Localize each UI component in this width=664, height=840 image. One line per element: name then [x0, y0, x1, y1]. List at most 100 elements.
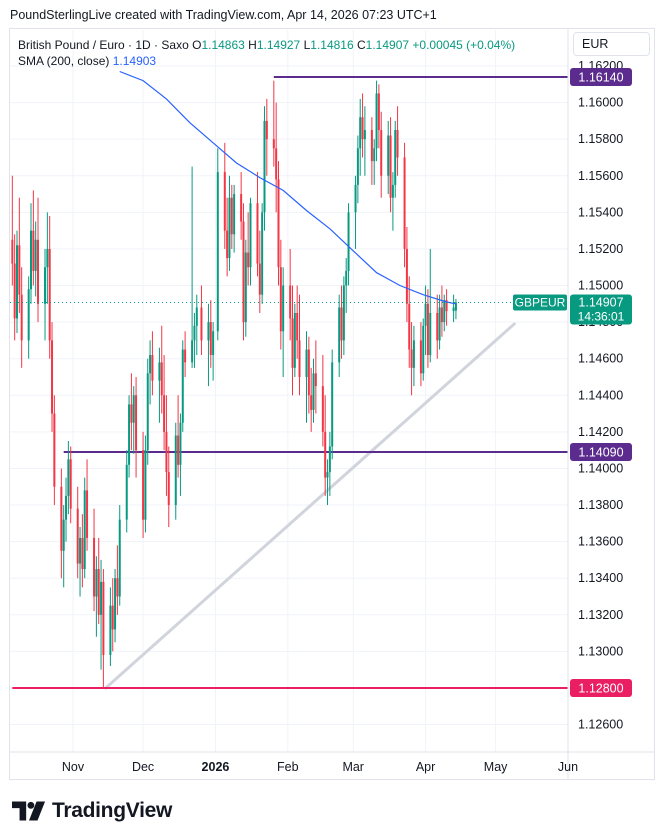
chart-panel[interactable] — [9, 28, 655, 780]
candle-body — [275, 148, 278, 180]
candle-body — [20, 294, 23, 341]
candle-body — [81, 537, 84, 570]
candle-body — [128, 404, 131, 465]
candle-body — [67, 459, 70, 496]
candle-body — [34, 239, 37, 271]
candle-body — [289, 285, 292, 319]
candle-body — [291, 318, 294, 368]
candle-body — [102, 581, 105, 656]
candle-body — [144, 450, 147, 520]
y-tick-label: 1.16000 — [578, 96, 623, 110]
candle-body — [242, 221, 245, 323]
x-tick-label: Mar — [342, 760, 364, 774]
candle-body — [228, 197, 231, 259]
chart-legend: British Pound / Euro · 1D · Saxo O1.1486… — [18, 37, 515, 69]
candle-body — [261, 212, 264, 295]
candle-body — [347, 212, 350, 271]
candle-body — [240, 194, 243, 222]
legend-sma-row[interactable]: SMA (200, close) 1.14903 — [18, 53, 515, 69]
candle-body — [109, 605, 112, 656]
candle-body — [345, 270, 348, 286]
candle-body — [272, 139, 275, 149]
legend-high-value: 1.14927 — [256, 38, 301, 52]
tradingview-logo-text: TradingView — [52, 799, 173, 822]
candle-body — [342, 285, 345, 341]
candle-body — [314, 373, 317, 387]
x-tick-label: Feb — [277, 760, 299, 774]
time-axis: Nov Dec 2026 Feb Mar Apr May Jun — [9, 751, 655, 774]
candle-body — [76, 508, 79, 564]
candle-body — [356, 148, 359, 185]
candle-body — [233, 194, 236, 235]
candle-body — [165, 431, 168, 473]
candle-body — [177, 435, 180, 465]
candle-body — [443, 300, 446, 323]
candle-body — [438, 307, 441, 341]
candle-body — [244, 252, 247, 323]
candle-body — [146, 373, 149, 451]
candle-body — [361, 117, 364, 140]
y-tick-label: 1.14200 — [578, 425, 623, 439]
candle-body — [310, 395, 313, 410]
countdown-label: 14:36:01 — [578, 310, 625, 324]
candle-body — [193, 325, 196, 341]
candle-body — [277, 179, 280, 268]
x-tick-label: 2026 — [202, 760, 230, 774]
legend-sma-value: 1.14903 — [112, 54, 157, 68]
candle-body — [377, 93, 380, 131]
price-axis: 1.12600 1.12800 1.13000 1.13200 1.13400 1.136… — [567, 28, 623, 780]
candle-body — [436, 312, 439, 341]
price-level-badge-label: 1.12800 — [578, 681, 623, 695]
y-tick-label: 1.14000 — [578, 461, 623, 475]
candle-body — [69, 459, 72, 509]
grid — [10, 30, 569, 752]
candle-body — [158, 362, 161, 381]
candle-body — [394, 130, 397, 185]
candle-body — [226, 230, 229, 259]
x-tick-label: Apr — [416, 760, 435, 774]
price-level-badge-label: 1.16140 — [578, 70, 623, 84]
candle-body — [174, 435, 177, 506]
candle-body — [37, 239, 40, 304]
candle-body — [426, 303, 429, 356]
candle-body — [338, 307, 341, 363]
y-tick-label: 1.15000 — [578, 279, 623, 293]
candle-body — [79, 537, 82, 564]
candle-body — [118, 519, 121, 597]
candle-body — [125, 464, 128, 520]
candle-body — [312, 373, 315, 410]
candle-body — [167, 472, 170, 506]
symbol-badge — [513, 294, 567, 311]
candle-body — [258, 263, 261, 295]
candle-body — [293, 312, 296, 368]
x-tick-label: Dec — [132, 760, 154, 774]
candle-body — [387, 135, 390, 176]
candle-body — [11, 239, 14, 264]
candle-body — [307, 349, 310, 396]
candle-body — [256, 203, 259, 264]
candle-body — [326, 472, 329, 478]
last-price-badge — [570, 294, 632, 325]
price-level-badge — [570, 67, 632, 86]
tradingview-logo[interactable]: TradingView — [12, 798, 172, 824]
currency-button[interactable]: EUR — [573, 32, 650, 56]
candle-body — [410, 349, 413, 368]
sma-layer — [119, 70, 457, 305]
candle-body — [305, 349, 308, 377]
candle-body — [100, 581, 103, 615]
candle-body — [412, 340, 415, 368]
candle-body — [62, 519, 65, 551]
chart-attribution: PoundSterlingLive created with TradingVi… — [10, 8, 437, 22]
candle-body — [408, 303, 411, 350]
candle-body — [321, 386, 324, 432]
candle-body — [359, 117, 362, 149]
candle-body — [279, 267, 282, 332]
candle-body — [114, 578, 117, 630]
y-tick-label: 1.13800 — [578, 498, 623, 512]
candle-body — [263, 120, 266, 213]
candle-body — [405, 248, 408, 304]
y-tick-label: 1.13600 — [578, 535, 623, 549]
candle-body — [207, 322, 210, 341]
y-tick-label: 1.15400 — [578, 205, 623, 219]
